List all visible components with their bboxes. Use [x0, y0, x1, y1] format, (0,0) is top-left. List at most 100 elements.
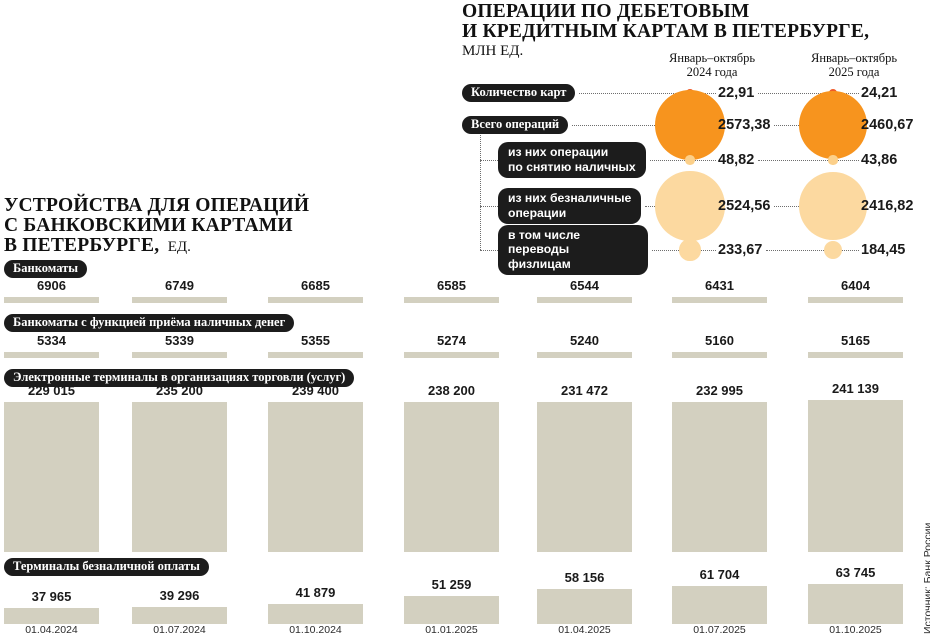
bubble-row-label-2: из них операции по снятию наличных	[498, 142, 646, 178]
bar-value-0-2: 6685	[301, 278, 330, 293]
bar-value-2-5: 232 995	[696, 383, 743, 398]
column-header-2025: Январь–октябрь 2025 года	[784, 51, 924, 79]
bar-value-1-3: 5274	[437, 333, 466, 348]
bar-group-label-3: Терминалы безналичной оплаты	[4, 558, 209, 576]
bar-0-1	[132, 297, 227, 303]
bubble-2025-3	[799, 172, 867, 240]
bubble-row-label-4: в том числе переводы физлицам	[498, 224, 648, 275]
column-header-2025-line2: 2025 года	[828, 64, 880, 79]
bubble-2025-4	[823, 240, 843, 260]
bar-value-3-1: 39 296	[159, 587, 200, 603]
leader-dots-2024-4	[652, 250, 680, 251]
leader-dots-2024-1	[572, 125, 655, 126]
bubble-value-2024-0: 22,91	[718, 85, 755, 101]
bar-0-5	[672, 297, 767, 303]
axis-date-0: 01.04.2024	[25, 624, 78, 636]
bar-value-1-4: 5240	[570, 333, 599, 348]
bubble-value-2025-3: 2416,82	[861, 198, 914, 214]
bubble-2024-3	[655, 171, 725, 241]
bar-value-3-5: 61 704	[699, 566, 740, 582]
bubble-value-2025-0: 24,21	[861, 85, 898, 101]
leader-dots-2025-4	[766, 250, 824, 251]
bar-1-1	[132, 352, 227, 358]
bar-1-3	[404, 352, 499, 358]
devices-title-line1: Устройства для операций	[4, 195, 310, 216]
leader-dots-2025-value-0	[837, 93, 859, 94]
bar-0-3	[404, 297, 499, 303]
bar-0-4	[537, 297, 632, 303]
bar-value-1-5: 5160	[705, 333, 734, 348]
bubble-row-label-0: Количество карт	[462, 84, 576, 102]
tree-connector-stub-4	[480, 250, 498, 251]
leader-dots-2025-3	[774, 206, 800, 207]
bar-3-3	[404, 595, 499, 624]
axis-date-labels: 01.04.2024 01.07.2024 01.10.2024 01.01.2025…	[0, 624, 930, 639]
bubble-rows-container: Количество карт 22,91 24,21 Всего операций 2…	[462, 2, 928, 275]
axis-date-2: 01.10.2024	[289, 624, 342, 636]
bubble-row-label-3: из них безналичные операции	[498, 188, 642, 224]
leader-dots-2024-value-4	[700, 250, 716, 251]
leader-dots-2025-value-4	[842, 250, 859, 251]
leader-dots-2024-3	[645, 206, 656, 207]
bar-value-3-2: 41 879	[295, 585, 336, 601]
axis-date-4: 01.04.2025	[558, 624, 611, 636]
source-note: Источник: Банк России	[922, 522, 930, 634]
bubble-value-2024-3: 2524,56	[718, 198, 771, 214]
bar-1-4	[537, 352, 632, 358]
leader-dots-2025-1	[774, 125, 799, 126]
bar-2-5	[672, 402, 767, 552]
devices-title-line3-wrap: в Петербурге, ед.	[4, 235, 191, 257]
bubble-row-label-1: Всего операций	[462, 116, 569, 134]
axis-date-3: 01.01.2025	[425, 624, 478, 636]
bar-value-3-4: 58 156	[564, 570, 605, 586]
column-header-2024: Январь–октябрь 2024 года	[642, 51, 782, 79]
bubble-value-2024-2: 48,82	[718, 152, 755, 168]
column-header-2024-line2: 2024 года	[686, 64, 738, 79]
axis-date-5: 01.07.2025	[693, 624, 746, 636]
bar-value-2-3: 238 200	[428, 383, 475, 398]
column-header-2024-line1: Январь–октябрь	[668, 51, 756, 65]
bar-0-0	[4, 297, 99, 303]
bar-3-6	[808, 584, 903, 624]
axis-date-6: 01.10.2025	[829, 624, 882, 636]
bar-2-1	[132, 402, 227, 552]
bar-value-0-6: 6404	[841, 278, 870, 293]
bar-value-1-6: 5165	[841, 333, 870, 348]
bar-group-label-1: Банкоматы с функцией приёма наличных ден…	[4, 314, 295, 332]
bar-value-0-4: 6544	[570, 278, 599, 293]
bar-1-0	[4, 352, 99, 358]
bar-2-6	[808, 400, 903, 552]
bubble-value-2024-4: 233,67	[718, 242, 763, 258]
bar-value-0-1: 6749	[165, 278, 194, 293]
bar-1-2	[268, 352, 363, 358]
column-header-2025-line1: Январь–октябрь	[810, 51, 898, 65]
bar-1-6	[808, 352, 903, 358]
bar-value-2-4: 231 472	[561, 383, 608, 398]
bar-value-0-5: 6431	[705, 278, 734, 293]
bar-2-3	[404, 402, 499, 552]
card-operations-title-line1: Операции по дебетовым	[462, 1, 750, 22]
bar-3-0	[4, 608, 99, 624]
bar-value-0-3: 6585	[437, 278, 466, 293]
bar-2-4	[537, 402, 632, 552]
bar-value-2-0: 229 015	[28, 383, 75, 398]
bubble-2024-2	[685, 155, 695, 165]
card-operations-unit: млн ед.	[462, 43, 524, 59]
card-operations-title-line2: и кредитным картам в Петербурге,	[462, 21, 870, 42]
bar-2-2	[268, 402, 363, 552]
bubble-value-2024-1: 2573,38	[718, 117, 771, 133]
bar-value-1-0: 5334	[37, 333, 66, 348]
bubble-2025-2	[828, 155, 838, 165]
leader-dots-2024-value-2	[694, 160, 716, 161]
bubble-value-2025-2: 43,86	[861, 152, 898, 168]
bar-value-3-3: 51 259	[431, 576, 472, 592]
leader-dots-2025-2	[758, 160, 829, 161]
leader-dots-2025-value-2	[837, 160, 859, 161]
bar-value-3-6: 63 745	[835, 565, 876, 580]
bar-value-1-2: 5355	[301, 333, 330, 348]
bubble-value-2025-1: 2460,67	[861, 117, 914, 133]
bar-value-2-6: 241 139	[832, 381, 879, 396]
bar-value-1-1: 5339	[165, 333, 194, 348]
tree-connector-stub-3	[480, 206, 498, 207]
